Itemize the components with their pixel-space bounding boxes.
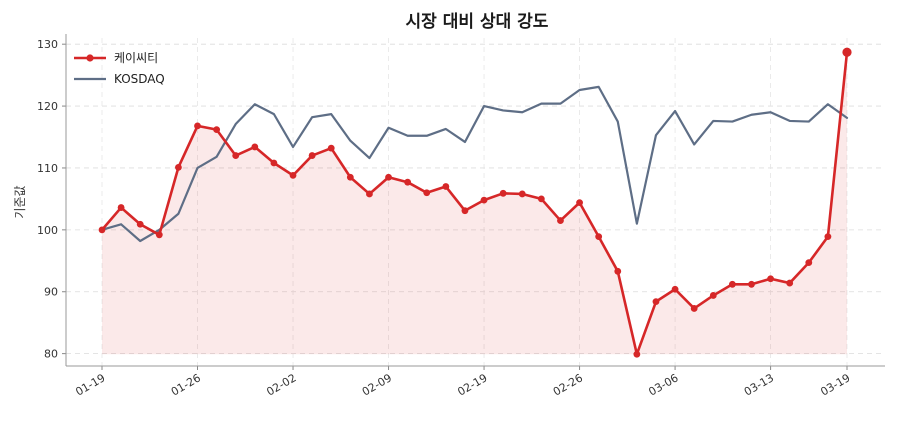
x-tick-label: 01-19 (73, 371, 107, 398)
data-point (595, 233, 603, 241)
data-point (461, 207, 469, 215)
y-tick-label: 130 (37, 38, 58, 51)
data-point (614, 267, 622, 275)
data-point (346, 173, 354, 181)
data-point (366, 190, 373, 198)
x-tick-label: 03-06 (646, 371, 680, 398)
data-point (537, 195, 545, 203)
data-point (175, 163, 182, 171)
data-point (251, 143, 259, 151)
series (98, 47, 852, 358)
y-tick-label: 110 (37, 162, 58, 175)
data-point (671, 285, 679, 293)
data-point (842, 47, 852, 57)
y-tick-label: 100 (37, 224, 58, 237)
data-point (767, 275, 774, 283)
legend-label: KOSDAQ (114, 72, 165, 86)
data-point (709, 292, 717, 299)
area-fill (102, 52, 847, 355)
x-tick-label: 02-02 (264, 371, 298, 398)
data-point (442, 183, 450, 190)
data-point (633, 350, 641, 358)
data-point (289, 171, 297, 179)
data-point (728, 280, 736, 288)
x-tick-label: 03-19 (818, 371, 852, 398)
x-tick-label: 01-26 (169, 371, 203, 398)
data-point (327, 144, 335, 152)
x-tick-label: 02-19 (455, 371, 489, 398)
data-point (423, 189, 431, 197)
legend: 케이씨티 KOSDAQ (74, 51, 165, 86)
data-point (786, 279, 794, 287)
chart-title: 시장 대비 상대 강도 (406, 12, 549, 32)
x-tick-label: 03-13 (742, 371, 776, 398)
data-point (748, 280, 755, 288)
data-point (98, 226, 106, 234)
data-point (404, 178, 412, 186)
data-point (136, 220, 144, 228)
x-tick-label: 02-09 (360, 371, 394, 398)
data-point (576, 199, 583, 207)
data-point (557, 217, 564, 224)
data-point (194, 122, 201, 130)
data-point (805, 259, 813, 267)
series-area-fill (102, 52, 847, 355)
data-point (117, 204, 125, 211)
data-point (308, 152, 316, 159)
y-axis-label: 기준값 (13, 185, 27, 218)
data-point (824, 233, 832, 241)
data-point (499, 189, 507, 197)
data-point (690, 305, 698, 312)
data-point (232, 152, 240, 159)
data-point (213, 126, 221, 133)
legend-label: 케이씨티 (114, 51, 158, 65)
y-tick-label: 90 (44, 286, 58, 299)
y-tick-label: 120 (37, 100, 58, 113)
data-point (652, 298, 660, 306)
legend-marker (86, 54, 94, 62)
y-tick-label: 80 (44, 348, 58, 361)
grid (66, 38, 885, 366)
series-line (100, 50, 849, 356)
data-point (385, 173, 392, 181)
data-point (155, 231, 163, 239)
data-point (480, 196, 488, 204)
data-point (270, 159, 278, 167)
data-point (518, 190, 526, 198)
x-tick-label: 02-26 (551, 371, 585, 398)
